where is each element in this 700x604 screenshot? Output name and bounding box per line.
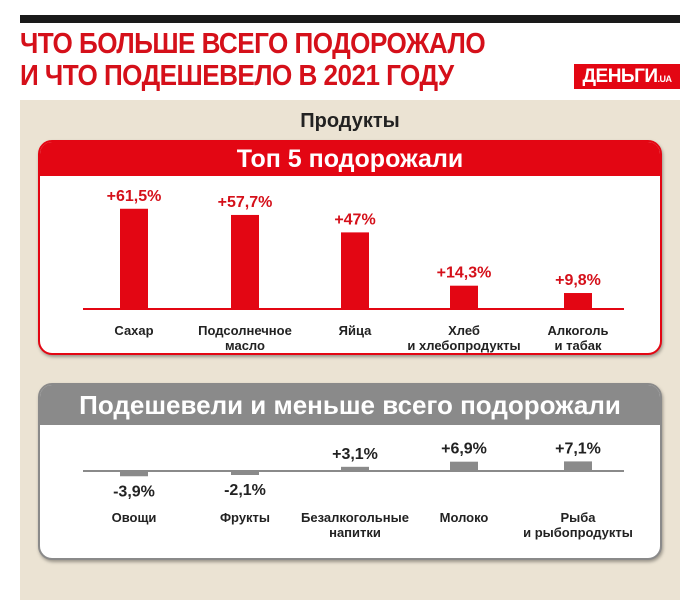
category-label: Безалкогольные bbox=[301, 510, 409, 525]
category-label: и табак bbox=[555, 338, 602, 353]
bar bbox=[120, 208, 148, 309]
bar bbox=[450, 285, 478, 309]
category-label: Рыба bbox=[560, 510, 596, 525]
category-label: Алкоголь bbox=[547, 323, 608, 338]
category-label: Сахар bbox=[114, 323, 153, 338]
category-label: Фрукты bbox=[220, 510, 270, 525]
bar bbox=[564, 293, 592, 309]
category-label: Хлеб bbox=[448, 323, 480, 338]
least-rise-title: Подешевели и меньше всего подорожали bbox=[40, 385, 660, 425]
category-label: Подсолнечное bbox=[198, 323, 292, 338]
bar bbox=[231, 214, 259, 309]
data-label: +61,5% bbox=[107, 188, 162, 205]
bar bbox=[450, 461, 478, 471]
category-label: напитки bbox=[329, 525, 381, 540]
top-rule bbox=[20, 15, 680, 23]
logo: ДЕНЬГИ.UA bbox=[574, 64, 680, 89]
data-label: -3,9% bbox=[113, 483, 155, 500]
infographic-panel: Продукты Топ 5 подорожали +61,5% Сахар +57… bbox=[20, 100, 680, 600]
top-rise-box: Топ 5 подорожали +61,5% Сахар +57,7% Подсол… bbox=[38, 140, 662, 355]
logo-suffix: .UA bbox=[657, 74, 673, 84]
data-label: +3,1% bbox=[332, 446, 378, 463]
category-label: Овощи bbox=[112, 510, 157, 525]
data-label: +14,3% bbox=[437, 265, 492, 282]
page-title-line1: ЧТО БОЛЬШЕ ВСЕГО ПОДОРОЖАЛО bbox=[20, 28, 486, 60]
data-label: +7,1% bbox=[555, 440, 601, 457]
least-rise-chart: -3,9% Овощи -2,1% Фрукты +3,1% Безалкогольные… bbox=[83, 440, 633, 540]
data-label: +47% bbox=[334, 211, 375, 228]
page-title-line2: И ЧТО ПОДЕШЕВЕЛО В 2021 ГОДУ bbox=[20, 60, 454, 92]
category-label: Молоко bbox=[440, 510, 489, 525]
data-label: +57,7% bbox=[218, 194, 273, 211]
data-label: -2,1% bbox=[224, 482, 266, 499]
top-rise-title: Топ 5 подорожали bbox=[40, 142, 660, 176]
section-subtitle: Продукты bbox=[300, 110, 400, 132]
category-label: и хлебопродукты bbox=[407, 338, 520, 353]
logo-text: ДЕНЬГИ bbox=[582, 66, 658, 87]
bar bbox=[120, 471, 148, 477]
category-label: Яйца bbox=[339, 323, 372, 338]
category-label: масло bbox=[225, 338, 265, 353]
category-label: и рыбопродукты bbox=[523, 525, 633, 540]
bar bbox=[231, 471, 259, 475]
bar bbox=[341, 232, 369, 309]
least-rise-box: Подешевели и меньше всего подорожали -3,… bbox=[38, 383, 662, 560]
bar bbox=[341, 466, 369, 471]
data-label: +6,9% bbox=[441, 441, 487, 458]
bar bbox=[564, 461, 592, 471]
data-label: +9,8% bbox=[555, 272, 601, 289]
